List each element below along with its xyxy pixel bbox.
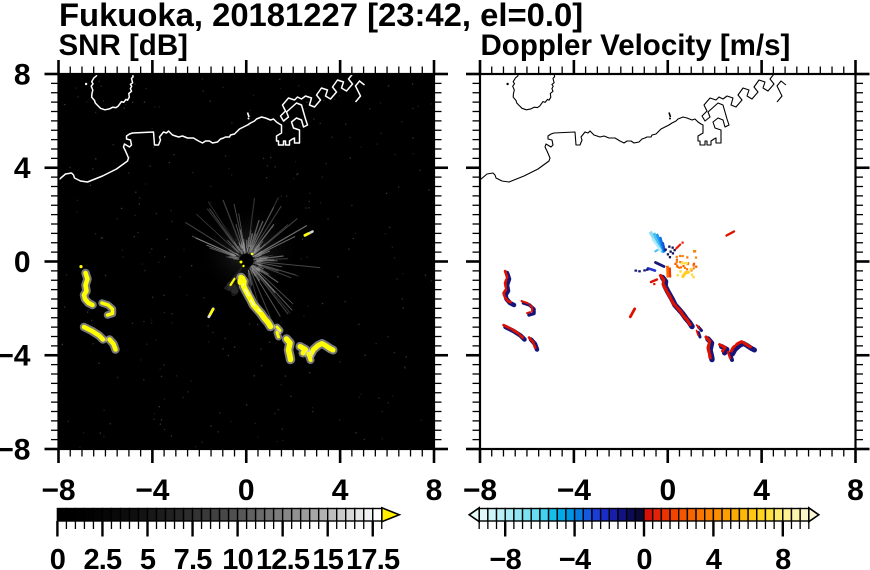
- svg-text:10: 10: [222, 544, 253, 570]
- svg-text:Doppler Velocity [m/s]: Doppler Velocity [m/s]: [481, 29, 791, 62]
- svg-text:8: 8: [775, 544, 791, 570]
- svg-text:−8: −8: [41, 474, 75, 507]
- svg-text:4: 4: [706, 544, 722, 570]
- svg-text:8: 8: [14, 58, 31, 91]
- svg-text:2.5: 2.5: [83, 544, 122, 570]
- svg-text:0: 0: [659, 474, 676, 507]
- svg-text:4: 4: [14, 152, 31, 185]
- svg-text:−4: −4: [0, 340, 31, 373]
- svg-text:−4: −4: [559, 544, 591, 570]
- svg-text:−8: −8: [0, 433, 31, 466]
- svg-text:15: 15: [312, 544, 343, 570]
- svg-text:−4: −4: [135, 474, 170, 507]
- svg-text:4: 4: [332, 474, 349, 507]
- svg-text:−8: −8: [463, 474, 497, 507]
- svg-text:0: 0: [238, 474, 255, 507]
- svg-text:SNR [dB]: SNR [dB]: [59, 29, 188, 62]
- svg-text:−8: −8: [489, 544, 521, 570]
- svg-text:−4: −4: [557, 474, 592, 507]
- svg-text:Fukuoka, 20181227 [23:42, el=0: Fukuoka, 20181227 [23:42, el=0.0]: [59, 0, 583, 33]
- svg-text:12.5: 12.5: [256, 544, 310, 570]
- svg-text:4: 4: [753, 474, 770, 507]
- svg-text:8: 8: [847, 474, 864, 507]
- svg-text:7.5: 7.5: [174, 544, 213, 570]
- svg-text:8: 8: [426, 474, 443, 507]
- svg-text:0: 0: [636, 544, 651, 570]
- svg-text:0: 0: [50, 544, 65, 570]
- svg-text:5: 5: [140, 544, 156, 570]
- svg-text:17.5: 17.5: [346, 544, 400, 570]
- svg-text:0: 0: [14, 246, 31, 279]
